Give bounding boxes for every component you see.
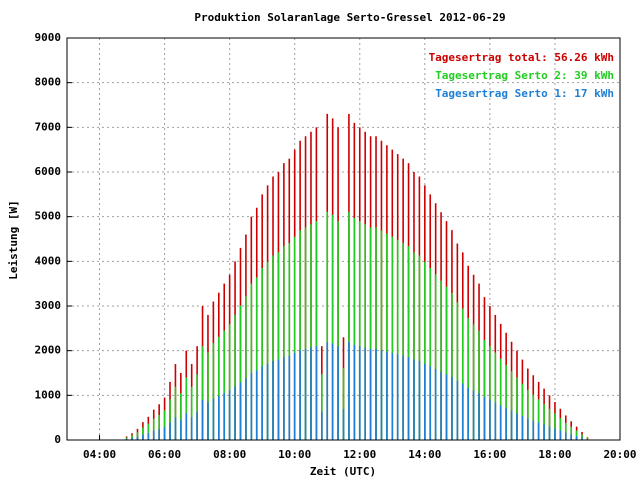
- legend-entry: Tagesertrag Serto 1: 17 kWh: [435, 87, 614, 100]
- plot-frame: [66, 37, 621, 441]
- legend-entry: Tagesertrag Serto 2: 39 kWh: [435, 69, 614, 82]
- y-tick-label: 0: [54, 433, 61, 446]
- y-tick-label: 2000: [35, 344, 62, 357]
- x-tick-label: 08:00: [213, 448, 246, 461]
- x-tick-label: 06:00: [148, 448, 181, 461]
- x-tick-label: 18:00: [538, 448, 571, 461]
- legend-entry: Tagesertrag total: 56.26 kWh: [429, 51, 614, 64]
- y-tick-label: 8000: [35, 76, 62, 89]
- x-axis-label: Zeit (UTC): [310, 465, 376, 478]
- x-tick-label: 12:00: [343, 448, 376, 461]
- x-tick-label: 10:00: [278, 448, 311, 461]
- y-tick-label: 5000: [35, 210, 62, 223]
- y-tick-label: 6000: [35, 165, 62, 178]
- y-tick-label: 9000: [35, 31, 62, 44]
- y-tick-label: 7000: [35, 120, 62, 133]
- y-tick-label: 4000: [35, 254, 62, 267]
- x-tick-label: 16:00: [473, 448, 506, 461]
- x-tick-label: 14:00: [408, 448, 441, 461]
- x-tick-label: 20:00: [603, 448, 636, 461]
- y-axis-label: Leistung [W]: [7, 200, 20, 279]
- chart-title: Produktion Solaranlage Serto-Gressel 201…: [194, 11, 505, 24]
- y-tick-label: 3000: [35, 299, 62, 312]
- x-tick-label: 04:00: [83, 448, 116, 461]
- y-tick-label: 1000: [35, 388, 62, 401]
